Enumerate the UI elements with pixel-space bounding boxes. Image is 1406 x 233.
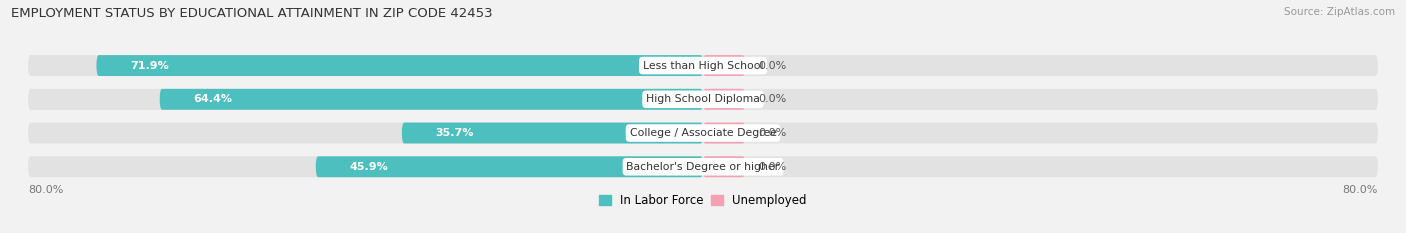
Text: 45.9%: 45.9% — [350, 162, 388, 172]
Text: 80.0%: 80.0% — [28, 185, 63, 195]
FancyBboxPatch shape — [28, 55, 1378, 76]
FancyBboxPatch shape — [703, 55, 745, 76]
FancyBboxPatch shape — [703, 89, 745, 110]
FancyBboxPatch shape — [402, 123, 703, 144]
Text: Bachelor's Degree or higher: Bachelor's Degree or higher — [627, 162, 779, 172]
Text: 64.4%: 64.4% — [194, 94, 232, 104]
Text: 0.0%: 0.0% — [758, 162, 786, 172]
Text: Source: ZipAtlas.com: Source: ZipAtlas.com — [1284, 7, 1395, 17]
FancyBboxPatch shape — [703, 123, 745, 144]
Text: EMPLOYMENT STATUS BY EDUCATIONAL ATTAINMENT IN ZIP CODE 42453: EMPLOYMENT STATUS BY EDUCATIONAL ATTAINM… — [11, 7, 494, 20]
Text: 0.0%: 0.0% — [758, 61, 786, 71]
Text: 71.9%: 71.9% — [131, 61, 169, 71]
Text: 0.0%: 0.0% — [758, 94, 786, 104]
FancyBboxPatch shape — [97, 55, 703, 76]
Legend: In Labor Force, Unemployed: In Labor Force, Unemployed — [595, 190, 811, 212]
FancyBboxPatch shape — [28, 89, 1378, 110]
Text: High School Diploma: High School Diploma — [647, 94, 759, 104]
Text: College / Associate Degree: College / Associate Degree — [630, 128, 776, 138]
Text: 80.0%: 80.0% — [1343, 185, 1378, 195]
FancyBboxPatch shape — [160, 89, 703, 110]
Text: 35.7%: 35.7% — [436, 128, 474, 138]
FancyBboxPatch shape — [28, 156, 1378, 177]
Text: Less than High School: Less than High School — [643, 61, 763, 71]
Text: 0.0%: 0.0% — [758, 128, 786, 138]
FancyBboxPatch shape — [28, 123, 1378, 144]
FancyBboxPatch shape — [703, 156, 745, 177]
FancyBboxPatch shape — [316, 156, 703, 177]
